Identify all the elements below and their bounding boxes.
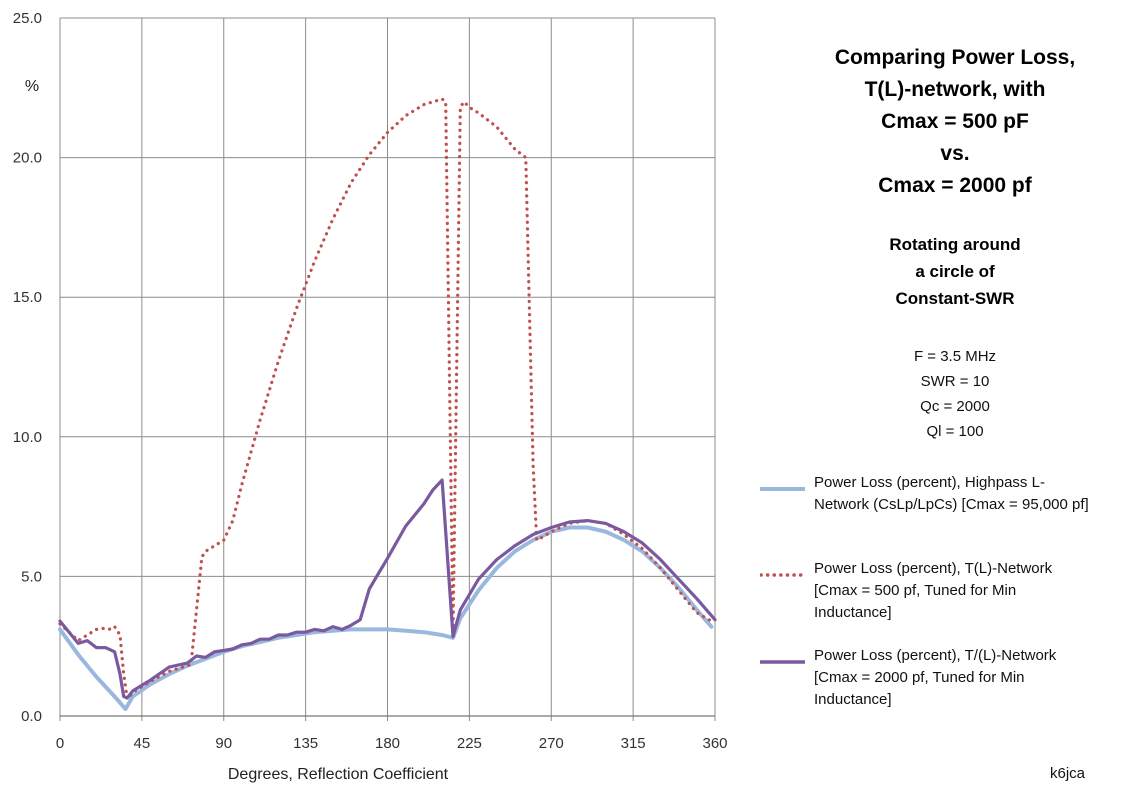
x-axis-label: Degrees, Reflection Coefficient [228, 766, 449, 783]
legend-label-line: Network (CsLp/LpCs) [Cmax = 95,000 pf] [814, 496, 1089, 513]
title-line: Comparing Power Loss, [834, 46, 1076, 69]
legend-label-line: Power Loss (percent), T/(L)-Network [814, 647, 1057, 664]
subtitle-line: a circle of [915, 262, 995, 281]
x-tick-label: 225 [457, 735, 482, 752]
series-lines [58, 97, 717, 711]
y-tick-label: 0.0 [21, 708, 42, 725]
param-line: Ql = 100 [926, 423, 984, 440]
param-line: SWR = 10 [920, 373, 990, 390]
legend-label-line: Inductance] [814, 604, 892, 621]
x-tick-label: 360 [702, 735, 727, 752]
subtitle-line: Constant-SWR [895, 289, 1015, 308]
subtitle-line: Rotating around [889, 235, 1021, 254]
x-tick-label: 90 [215, 735, 232, 752]
chart-title: Comparing Power Loss, T(L)-network, with… [795, 42, 1115, 202]
param-line: F = 3.5 MHz [913, 348, 997, 365]
author-credit: k6jca [1050, 765, 1086, 782]
y-tick-label: 20.0 [13, 150, 42, 167]
x-tick-label: 270 [539, 735, 564, 752]
y-tick-label: 10.0 [13, 429, 42, 446]
y-tick-label: 5.0 [21, 568, 42, 585]
legend-label-line: Inductance] [814, 691, 892, 708]
title-line: Cmax = 2000 pf [878, 174, 1032, 197]
y-tick-label: 15.0 [13, 289, 42, 306]
legend-swatch-t2000 [760, 660, 805, 664]
x-tick-label: 45 [134, 735, 151, 752]
series-line-3 [58, 478, 717, 700]
title-line: vs. [940, 142, 970, 165]
x-tick-label: 315 [621, 735, 646, 752]
series-line-1 [58, 525, 714, 711]
legend-entry-t500: Power Loss (percent), T(L)-Network [Cmax… [760, 558, 1125, 628]
series-line-2 [58, 97, 714, 701]
y-tick-label: 25.0 [13, 10, 42, 27]
y-axis-label: % [25, 78, 39, 95]
title-line: T(L)-network, with [864, 78, 1046, 101]
tick-labels: 0.0 5.0 10.0 15.0 20.0 25.0 0 45 90 135 180 225 270 3… [13, 10, 728, 752]
legend-label-line: [Cmax = 2000 pf, Tuned for Min [814, 669, 1025, 686]
legend-label-line: Power Loss (percent), T(L)-Network [814, 560, 1053, 577]
chart-subtitle: Rotating around a circle of Constant-SWR [795, 231, 1115, 312]
gridlines [59, 17, 716, 721]
x-tick-label: 180 [375, 735, 400, 752]
legend-entry-t2000: Power Loss (percent), T/(L)-Network [Cma… [760, 645, 1125, 715]
legend-swatch-t500 [760, 573, 805, 577]
legend-label-line: Power Loss (percent), Highpass L- [814, 474, 1045, 491]
x-tick-label: 0 [56, 735, 64, 752]
parameters: F = 3.5 MHz SWR = 10 Qc = 2000 Ql = 100 [795, 344, 1115, 444]
title-line: Cmax = 500 pF [881, 110, 1029, 133]
legend-label-line: [Cmax = 500 pf, Tuned for Min [814, 582, 1017, 599]
x-tick-label: 135 [293, 735, 318, 752]
param-line: Qc = 2000 [920, 398, 990, 415]
legend-entry-highpass: Power Loss (percent), Highpass L- Networ… [760, 472, 1125, 542]
legend-swatch-highpass [760, 487, 805, 491]
